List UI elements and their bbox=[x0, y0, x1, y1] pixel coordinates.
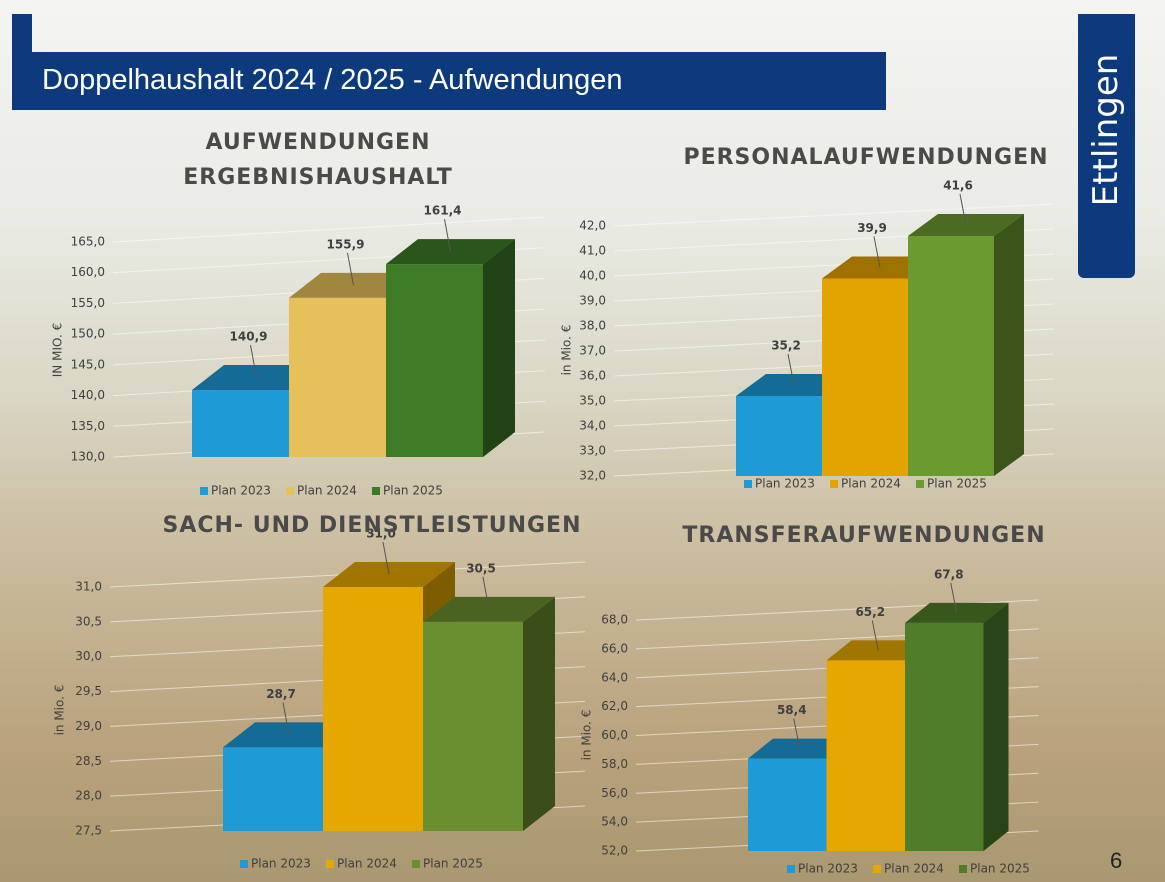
y-tick-label: 38,0 bbox=[579, 319, 606, 333]
legend-label: Plan 2025 bbox=[970, 862, 1030, 876]
legend-label: Plan 2025 bbox=[423, 857, 483, 871]
chart-title: PERSONALAUFWENDUNGEN bbox=[656, 140, 1076, 175]
chart-title: AUFWENDUNGEN ERGEBNISHAUSHALT bbox=[168, 125, 468, 195]
legend-label: Plan 2024 bbox=[841, 477, 901, 491]
y-tick-label: 165,0 bbox=[71, 235, 105, 249]
bar-side-shade bbox=[523, 597, 555, 831]
bar-side-shade bbox=[994, 214, 1024, 476]
y-tick-label: 150,0 bbox=[71, 327, 105, 341]
y-axis-label: in Mio. € bbox=[580, 710, 594, 761]
legend-label: Plan 2024 bbox=[297, 484, 357, 498]
y-tick-label: 42,0 bbox=[579, 219, 606, 233]
bar bbox=[905, 623, 984, 851]
value-label: 41,6 bbox=[943, 179, 973, 193]
legend-swatch bbox=[959, 865, 967, 873]
chart-title: SACH- UND DIENSTLEISTUNGEN bbox=[142, 508, 602, 543]
y-tick-label: 36,0 bbox=[579, 369, 606, 383]
bar-side-shade bbox=[984, 603, 1009, 851]
y-tick-label: 64,0 bbox=[601, 670, 628, 684]
y-axis-label: in Mio. € bbox=[53, 685, 67, 736]
y-tick-label: 30,5 bbox=[75, 614, 102, 628]
y-tick-label: 60,0 bbox=[601, 728, 628, 742]
bar-side-shade bbox=[483, 239, 515, 457]
y-tick-label: 160,0 bbox=[71, 265, 105, 279]
y-tick-label: 37,0 bbox=[579, 344, 606, 358]
chart-title: TRANSFERAUFWENDUNGEN bbox=[654, 518, 1074, 553]
value-label: 39,9 bbox=[857, 221, 887, 235]
y-tick-label: 31,0 bbox=[75, 580, 102, 594]
bar bbox=[827, 660, 906, 851]
legend-swatch bbox=[787, 865, 795, 873]
value-label: 67,8 bbox=[934, 567, 964, 581]
value-label: 161,4 bbox=[424, 204, 462, 218]
legend-swatch bbox=[744, 480, 752, 488]
y-tick-label: 68,0 bbox=[601, 613, 628, 627]
bar bbox=[223, 747, 323, 831]
y-tick-label: 39,0 bbox=[579, 294, 606, 308]
y-axis-label: IN MIO. € bbox=[51, 323, 65, 377]
legend-label: Plan 2024 bbox=[884, 862, 944, 876]
y-tick-label: 62,0 bbox=[601, 699, 628, 713]
y-tick-label: 56,0 bbox=[601, 786, 628, 800]
value-label: 28,7 bbox=[266, 687, 296, 701]
bar bbox=[908, 236, 994, 476]
y-tick-label: 145,0 bbox=[71, 357, 105, 371]
value-label: 30,5 bbox=[466, 561, 496, 575]
y-axis-label: in Mio. € bbox=[560, 325, 574, 376]
legend-label: Plan 2024 bbox=[337, 857, 397, 871]
legend-label: Plan 2023 bbox=[798, 862, 858, 876]
y-tick-label: 135,0 bbox=[71, 419, 105, 433]
bar bbox=[386, 264, 483, 457]
y-tick-label: 40,0 bbox=[579, 269, 606, 283]
y-tick-label: 27,5 bbox=[75, 824, 102, 838]
value-label: 155,9 bbox=[327, 237, 365, 251]
y-tick-label: 54,0 bbox=[601, 815, 628, 829]
y-tick-label: 28,5 bbox=[75, 754, 102, 768]
y-tick-label: 130,0 bbox=[71, 450, 105, 464]
y-tick-label: 140,0 bbox=[71, 388, 105, 402]
legend-label: Plan 2023 bbox=[251, 857, 311, 871]
y-tick-label: 155,0 bbox=[71, 296, 105, 310]
value-label: 65,2 bbox=[855, 605, 885, 619]
slide: Doppelhaushalt 2024 / 2025 - Aufwendunge… bbox=[0, 0, 1165, 882]
y-tick-label: 58,0 bbox=[601, 757, 628, 771]
legend-swatch bbox=[200, 487, 208, 495]
y-tick-label: 34,0 bbox=[579, 419, 606, 433]
bar bbox=[192, 390, 289, 457]
y-tick-label: 66,0 bbox=[601, 641, 628, 655]
y-tick-label: 52,0 bbox=[601, 844, 628, 858]
y-tick-label: 41,0 bbox=[579, 244, 606, 258]
bar bbox=[423, 622, 523, 831]
legend-swatch bbox=[916, 480, 924, 488]
bar bbox=[748, 759, 827, 851]
legend-label: Plan 2025 bbox=[927, 477, 987, 491]
legend-label: Plan 2025 bbox=[383, 484, 443, 498]
y-tick-label: 35,0 bbox=[579, 394, 606, 408]
value-label: 58,4 bbox=[777, 703, 807, 717]
bar bbox=[822, 279, 908, 477]
y-tick-label: 30,0 bbox=[75, 649, 102, 663]
y-tick-label: 28,0 bbox=[75, 789, 102, 803]
y-tick-label: 33,0 bbox=[579, 444, 606, 458]
bar bbox=[289, 298, 386, 457]
legend-swatch bbox=[326, 860, 334, 868]
value-label: 35,2 bbox=[771, 339, 801, 353]
legend-swatch bbox=[830, 480, 838, 488]
legend-swatch bbox=[240, 860, 248, 868]
y-tick-label: 32,0 bbox=[579, 469, 606, 483]
legend-label: Plan 2023 bbox=[755, 477, 815, 491]
legend-swatch bbox=[412, 860, 420, 868]
legend-label: Plan 2023 bbox=[211, 484, 271, 498]
legend-swatch bbox=[372, 487, 380, 495]
value-label: 140,9 bbox=[230, 330, 268, 344]
bar bbox=[736, 396, 822, 476]
legend-swatch bbox=[873, 865, 881, 873]
bar bbox=[323, 587, 423, 831]
y-tick-label: 29,0 bbox=[75, 719, 102, 733]
y-tick-label: 29,5 bbox=[75, 684, 102, 698]
legend-swatch bbox=[286, 487, 294, 495]
